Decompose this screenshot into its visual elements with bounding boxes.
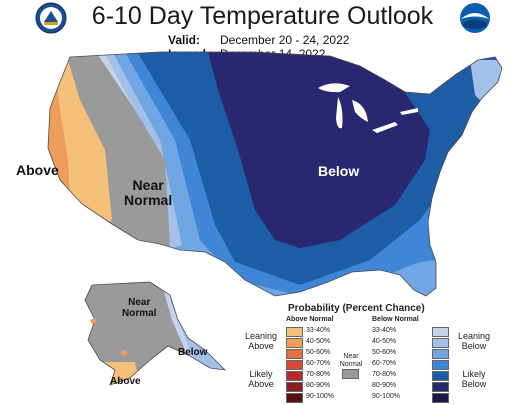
ak-near-normal [85,282,225,385]
legend-below-head: Below Normal [372,316,419,323]
legend-leaning-below: Leaning Below [454,331,494,351]
below-swatch-6 [432,393,449,403]
leaning-below-line1: Leaning [457,331,491,341]
zone-below-80 [205,52,430,248]
above-swatch-label-3: 60-70% [306,360,331,367]
lake-ontario [400,108,418,115]
above-swatch-3 [286,360,303,370]
legend-title: Probability (Percent Chance) [288,303,425,314]
label-ak-near-line2: Normal [122,308,157,319]
aleutian-island [90,318,97,324]
label-ak-below: Below [178,347,208,358]
probability-legend: Probability (Percent Chance) Above Norma… [240,303,525,405]
valid-value: December 20 - 24, 2022 [220,33,350,47]
above-swatch-1 [286,338,303,348]
likely-above-line1: Likely [249,369,273,379]
label-near-normal-line1: Near [132,177,164,193]
above-swatch-label-5: 80-90% [306,382,331,389]
noaa-logo-icon [460,3,490,33]
label-below: Below [318,163,360,179]
label-ak-above: Above [110,376,141,387]
above-swatch-label-1: 40-50% [306,338,331,345]
label-near-normal-line2: Normal [124,192,173,208]
legend-leaning-above: Leaning Above [244,331,278,351]
leaning-above-line2: Above [248,341,274,351]
below-swatch-label-3: 60-70% [372,360,397,367]
legend-near-swatch [342,369,359,379]
hawaii-island [120,350,128,356]
below-swatch-label-2: 50-60% [372,349,397,356]
leaning-above-line1: Leaning [244,331,278,341]
below-swatch-3 [432,360,449,370]
likely-below-line1: Likely [462,369,486,379]
below-swatch-4 [432,371,449,381]
below-swatch-2 [432,349,449,359]
likely-below-line2: Below [461,379,487,389]
above-swatch-4 [286,371,303,381]
valid-dates: Valid: December 20 - 24, 2022 [168,33,349,47]
above-swatch-label-2: 50-60% [306,349,331,356]
zone-above-40 [48,52,70,260]
above-swatch-5 [286,382,303,392]
alaska-region [85,282,225,385]
above-swatch-6 [286,393,303,403]
lake-michigan [336,97,343,129]
likely-above-line2: Above [248,379,274,389]
alaska-outline [84,281,227,386]
below-swatch-label-1: 40-50% [372,338,397,345]
below-swatch-label-6: 90-100% [372,393,401,400]
legend-above-head: Above Normal [286,316,334,323]
legend-near-normal-label: Near Normal [336,353,366,369]
lake-superior [318,83,350,93]
below-swatch-1 [432,338,449,348]
lake-huron [352,100,368,122]
conus-region [48,52,502,296]
label-near-normal: Near Normal [124,178,172,208]
above-swatch-2 [286,349,303,359]
legend-likely-below: Likely Below [454,369,494,389]
label-above: Above [16,162,59,178]
below-swatch-label-0: 33-40% [372,327,397,334]
valid-label: Valid: [168,33,201,47]
conus-outline [47,51,503,297]
above-swatch-label-6: 90-100% [306,393,335,400]
noaa-cpc-seal-icon [35,2,67,34]
leaning-below-line2: Below [461,341,487,351]
label-ak-near-normal: Near Normal [122,297,156,319]
label-ak-near-line1: Near [128,297,151,308]
near-line1: Near [343,353,359,360]
lake-erie [372,122,398,133]
above-swatch-label-0: 33-40% [306,327,331,334]
below-swatch-0 [432,327,449,337]
legend-likely-above: Likely Above [244,369,278,389]
zone-below-40-ne [470,60,502,120]
below-swatch-label-5: 80-90% [372,382,397,389]
above-swatch-label-4: 70-80% [306,371,331,378]
above-swatch-0 [286,327,303,337]
below-swatch-5 [432,382,449,392]
page-title: 6-10 Day Temperature Outlook [91,2,434,30]
below-swatch-label-4: 70-80% [372,371,397,378]
near-line2: Normal [339,361,363,368]
